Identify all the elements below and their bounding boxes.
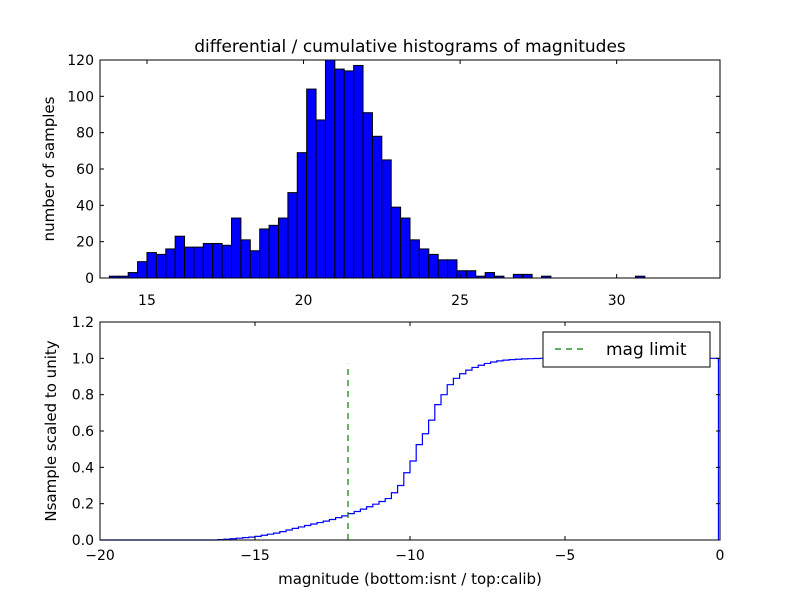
histogram-bar: [268, 224, 279, 279]
histogram-bar: [165, 248, 176, 279]
histogram-bar: [390, 206, 402, 279]
y-tick-label: 60: [76, 162, 94, 178]
y-tick-label: 1.2: [72, 315, 94, 331]
histogram-bar: [343, 70, 355, 279]
histogram-bar: [447, 259, 458, 279]
y-tick-label: 0.8: [72, 388, 94, 404]
y-tick-label: 1.0: [72, 351, 94, 367]
histogram-bar: [512, 273, 524, 279]
histogram-bar: [522, 273, 533, 279]
histogram-bar: [146, 252, 157, 279]
histogram-bar: [137, 261, 148, 279]
histogram-bar: [362, 112, 373, 279]
bottom-x-axis: −20 −15 −10 −5 0: [85, 322, 724, 564]
histogram-bar: [155, 253, 167, 279]
histogram-bar: [353, 64, 364, 279]
histogram-bar: [212, 242, 223, 279]
histogram-bar: [484, 272, 496, 279]
x-tick-label: 15: [138, 293, 156, 309]
histogram-bar: [240, 239, 251, 279]
histogram-bar: [456, 270, 467, 279]
y-tick-label: 0: [85, 271, 94, 287]
y-tick-label: 0.4: [72, 460, 94, 476]
histogram-bar: [127, 272, 139, 279]
histogram-bar: [259, 228, 270, 279]
x-tick-label: −20: [85, 548, 115, 564]
histogram-bar: [465, 270, 477, 279]
y-tick-label: 0.6: [72, 424, 94, 440]
y-tick-label: 0.2: [72, 497, 94, 513]
cumulative-series: [100, 357, 720, 541]
y-tick-label: 0.0: [72, 533, 94, 549]
x-tick-label: −15: [240, 548, 270, 564]
histogram-bar: [277, 217, 289, 279]
histogram-bar: [400, 217, 411, 279]
histogram-bar: [409, 239, 420, 279]
histogram-bar: [249, 250, 261, 279]
y-tick-label: 40: [76, 198, 94, 214]
chart-title: differential / cumulative histograms of …: [194, 37, 626, 57]
legend-label-mag-limit: mag limit: [606, 340, 687, 360]
bottom-cumulative-panel: −20 −15 −10 −5 0 0.0 0.2 0.4 0.6 0.8 1.0 1.2 magni…: [42, 315, 724, 588]
top-y-axis: 0 20 40 60 80 100 120: [67, 53, 720, 287]
y-tick-label: 100: [67, 89, 94, 105]
top-x-axis: 15 20 25 30: [138, 60, 626, 309]
top-y-axis-label: number of samples: [40, 96, 58, 241]
histogram-bar: [334, 68, 345, 279]
histogram-bar: [381, 159, 392, 279]
histogram-bar: [418, 248, 430, 279]
bottom-y-axis: 0.0 0.2 0.4 0.6 0.8 1.0 1.2: [72, 315, 720, 549]
histogram-bar: [221, 244, 233, 279]
legend: mag limit: [542, 331, 711, 368]
bottom-y-axis-label: Nsample scaled to unity: [42, 340, 60, 521]
x-tick-label: −10: [395, 548, 425, 564]
histogram-bar: [315, 119, 326, 279]
histogram-bar: [174, 235, 186, 279]
x-tick-label: 20: [295, 293, 313, 309]
histogram-bar: [193, 246, 204, 279]
y-tick-label: 80: [76, 126, 94, 142]
histogram-bar: [324, 59, 336, 279]
histogram-bar: [371, 135, 383, 279]
histogram-bar: [287, 192, 298, 279]
histogram-bar: [428, 253, 439, 279]
x-tick-label: −5: [555, 548, 576, 564]
top-histogram-panel: differential / cumulative histograms of …: [40, 37, 721, 309]
y-tick-label: 120: [67, 53, 94, 69]
histogram-bar: [296, 152, 308, 279]
histogram-bar: [184, 246, 195, 279]
x-tick-label: 0: [716, 548, 725, 564]
bottom-x-axis-label: magnitude (bottom:isnt / top:calib): [278, 570, 542, 588]
x-tick-label: 30: [608, 293, 626, 309]
histogram-bars: [108, 59, 646, 279]
x-tick-label: 25: [451, 293, 469, 309]
histogram-bar: [231, 217, 242, 279]
y-tick-label: 20: [76, 235, 94, 251]
cumulative-step-line: [100, 357, 720, 541]
histogram-bar: [202, 242, 214, 279]
histogram-bar: [437, 259, 449, 279]
histogram-bar: [306, 88, 317, 279]
